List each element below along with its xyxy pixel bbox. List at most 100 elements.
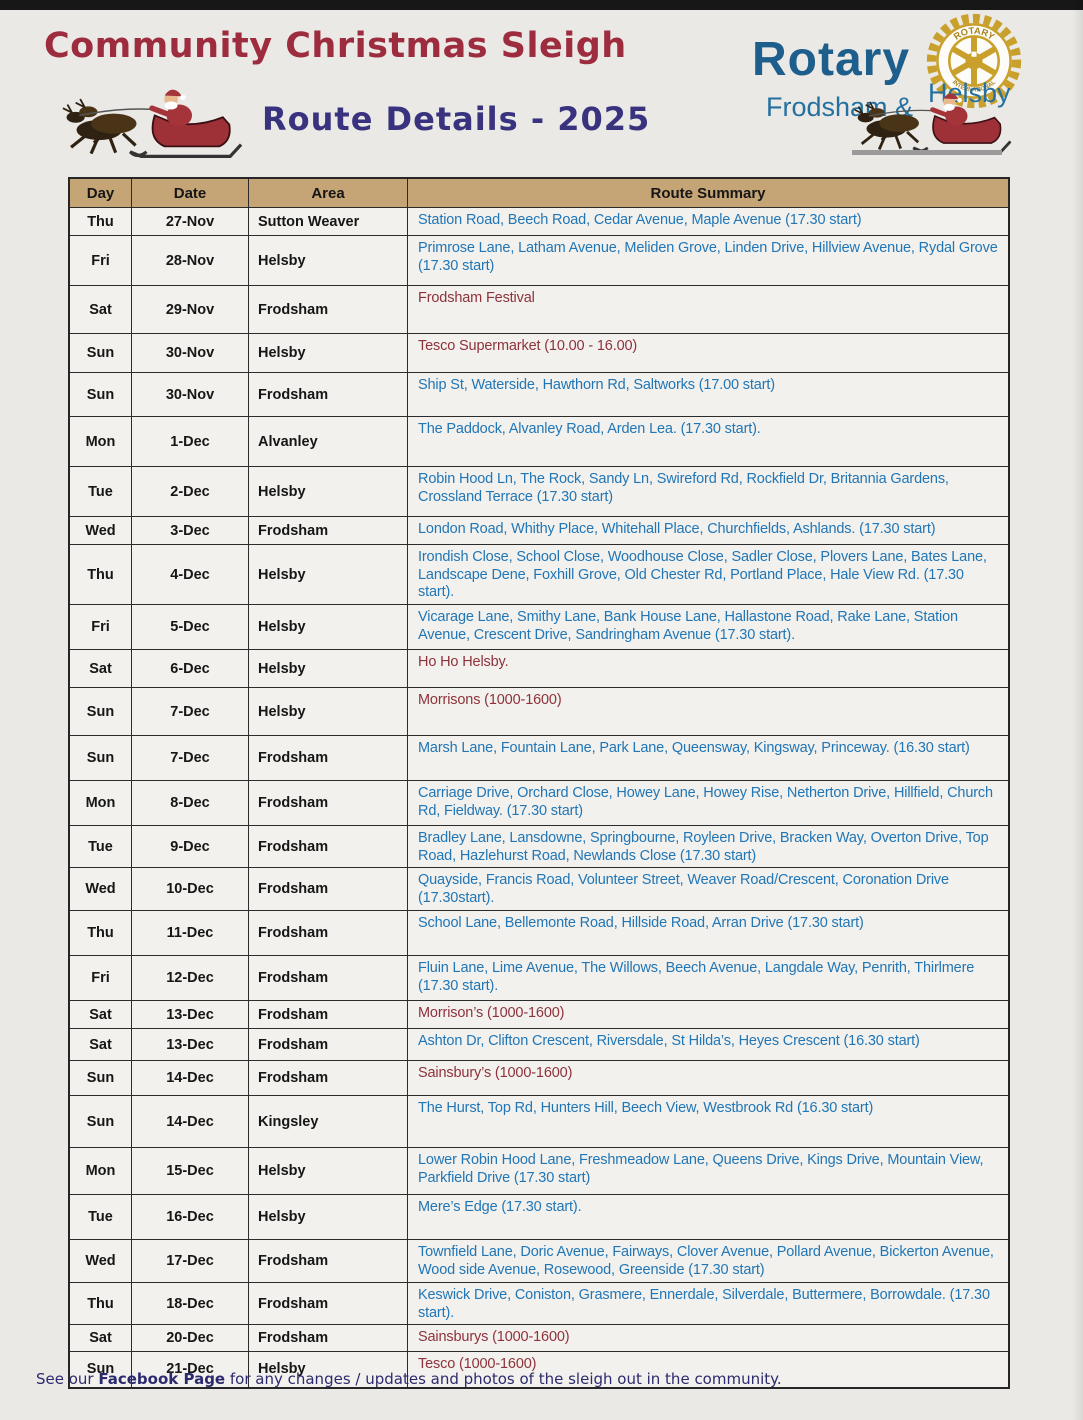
cell-date: 14-Dec [131,1095,249,1149]
table-row: Wed 17-Dec Frodsham Townfield Lane, Doric A… [68,1239,1010,1283]
table-row: Sat 6-Dec Helsby Ho Ho Helsby. [68,649,1010,689]
header-date: Date [131,177,249,208]
santa-sleigh-icon [854,93,1012,154]
table-row: Sun 7-Dec Frodsham Marsh Lane, Fountain Lan… [68,735,1010,782]
cell-route-summary: Keswick Drive, Coniston, Grasmere, Enner… [407,1281,1010,1326]
table-row: Fri 12-Dec Frodsham Fluin Lane, Lime Avenue… [68,955,1010,1002]
cell-area: Frodsham [248,955,408,1002]
cell-day: Sat [68,1324,132,1353]
cell-area: Helsby [248,687,408,737]
cell-date: 17-Dec [131,1239,249,1283]
cell-area: Alvanley [248,416,408,467]
cell-day: Mon [68,416,132,467]
cell-route-summary: The Paddock, Alvanley Road, Arden Lea. (… [407,416,1010,467]
cell-day: Tue [68,1194,132,1241]
cell-area: Helsby [248,1351,408,1389]
cell-day: Sun [68,1095,132,1149]
cell-area: Helsby [248,543,408,606]
rotary-logo-text: Rotary [752,33,911,86]
cell-date: 11-Dec [131,910,249,957]
header-route-summary: Route Summary [407,177,1010,208]
cell-area: Frodsham [248,1060,408,1097]
cell-day: Wed [68,516,132,545]
cell-route-summary: Carriage Drive, Orchard Close, Howey Lan… [407,780,1010,827]
cell-area: Helsby [248,235,408,286]
cell-date: 13-Dec [131,1028,249,1062]
cell-route-summary: Vicarage Lane, Smithy Lane, Bank House L… [407,604,1010,651]
table-row: Sat 20-Dec Frodsham Sainsburys (1000-1600) [68,1324,1010,1353]
table-row: Sun 14-Dec Frodsham Sainsbury’s (1000-1600) [68,1060,1010,1097]
cell-route-summary: Mere’s Edge (17.30 start). [407,1194,1010,1241]
cell-area: Helsby [248,604,408,651]
cell-route-summary: Frodsham Festival [407,285,1010,334]
cell-day: Wed [68,1239,132,1283]
table-row: Sat 13-Dec Frodsham Morrison’s (1000-1600) [68,1000,1010,1030]
cell-route-summary: Townfield Lane, Doric Avenue, Fairways, … [407,1239,1010,1283]
cell-route-summary: Ho Ho Helsby. [407,649,1010,689]
cell-area: Helsby [248,466,408,517]
table-row: Sat 29-Nov Frodsham Frodsham Festival [68,285,1010,334]
cell-route-summary: Ship St, Waterside, Hawthorn Rd, Saltwor… [407,372,1010,417]
cell-route-summary: Tesco Supermarket (10.00 - 16.00) [407,333,1010,373]
cell-day: Sun [68,333,132,373]
header-area: Area [248,177,408,208]
cell-route-summary: Bradley Lane, Lansdowne, Springbourne, R… [407,825,1010,869]
cell-date: 7-Dec [131,687,249,737]
cell-route-summary: School Lane, Bellemonte Road, Hillside R… [407,910,1010,957]
cell-area: Frodsham [248,516,408,545]
cell-route-summary: Lower Robin Hood Lane, Freshmeadow Lane,… [407,1147,1010,1196]
cell-area: Frodsham [248,1239,408,1283]
cell-area: Frodsham [248,780,408,827]
header-row: Day Date Area Route Summary [68,177,1010,208]
cell-date: 4-Dec [131,543,249,606]
table-row: Tue 9-Dec Frodsham Bradley Lane, Lansdowne,… [68,825,1010,869]
cell-date: 7-Dec [131,735,249,782]
cell-day: Thu [68,1281,132,1326]
logo-underline [852,150,1002,155]
cell-date: 18-Dec [131,1281,249,1326]
cell-day: Wed [68,867,132,912]
cell-area: Frodsham [248,1281,408,1326]
cell-day: Sun [68,687,132,737]
cell-date: 3-Dec [131,516,249,545]
cell-area: Frodsham [248,1028,408,1062]
footer-text-suffix: for any changes / updates and photos of … [225,1370,782,1388]
cell-day: Thu [68,910,132,957]
scan-artifact-right-edge [1073,0,1083,1420]
cell-route-summary: The Hurst, Top Rd, Hunters Hill, Beech V… [407,1095,1010,1149]
cell-date: 27-Nov [131,207,249,236]
cell-day: Sat [68,649,132,689]
table-row: Sun 30-Nov Helsby Tesco Supermarket (10.00 … [68,333,1010,373]
cell-day: Sun [68,1060,132,1097]
table-row: Sun 21-Dec Helsby Tesco (1000-1600) [68,1351,1010,1389]
santa-sleigh-icon [62,89,243,158]
cell-date: 15-Dec [131,1147,249,1196]
cell-area: Helsby [248,1194,408,1241]
cell-area: Frodsham [248,1324,408,1353]
cell-date: 5-Dec [131,604,249,651]
table-row: Wed 10-Dec Frodsham Quayside, Francis Road,… [68,867,1010,912]
cell-area: Kingsley [248,1095,408,1149]
cell-date: 16-Dec [131,1194,249,1241]
cell-area: Frodsham [248,1000,408,1030]
cell-date: 29-Nov [131,285,249,334]
table-row: Fri 5-Dec Helsby Vicarage Lane, Smithy Lane… [68,604,1010,651]
cell-area: Sutton Weaver [248,207,408,236]
cell-route-summary: Sainsburys (1000-1600) [407,1324,1010,1353]
table-row: Thu 11-Dec Frodsham School Lane, Bellemonte… [68,910,1010,957]
cell-area: Helsby [248,1147,408,1196]
cell-date: 30-Nov [131,372,249,417]
table-row: Tue 16-Dec Helsby Mere’s Edge (17.30 start)… [68,1194,1010,1241]
table-row: Fri 28-Nov Helsby Primrose Lane, Latham Ave… [68,235,1010,286]
table-row: Mon 1-Dec Alvanley The Paddock, Alvanley Ro… [68,416,1010,467]
table-row: Wed 3-Dec Frodsham London Road, Whithy Plac… [68,516,1010,545]
cell-route-summary: London Road, Whithy Place, Whitehall Pla… [407,516,1010,545]
cell-date: 20-Dec [131,1324,249,1353]
cell-route-summary: Robin Hood Ln, The Rock, Sandy Ln, Swire… [407,466,1010,517]
cell-route-summary: Irondish Close, School Close, Woodhouse … [407,543,1010,606]
route-table-header: Day Date Area Route Summary [68,177,1010,208]
page-footer: See our Facebook Page for any changes / … [36,1370,1036,1388]
table-row: Sat 13-Dec Frodsham Ashton Dr, Clifton Cres… [68,1028,1010,1062]
cell-day: Tue [68,466,132,517]
cell-route-summary: Morrisons (1000-1600) [407,687,1010,737]
